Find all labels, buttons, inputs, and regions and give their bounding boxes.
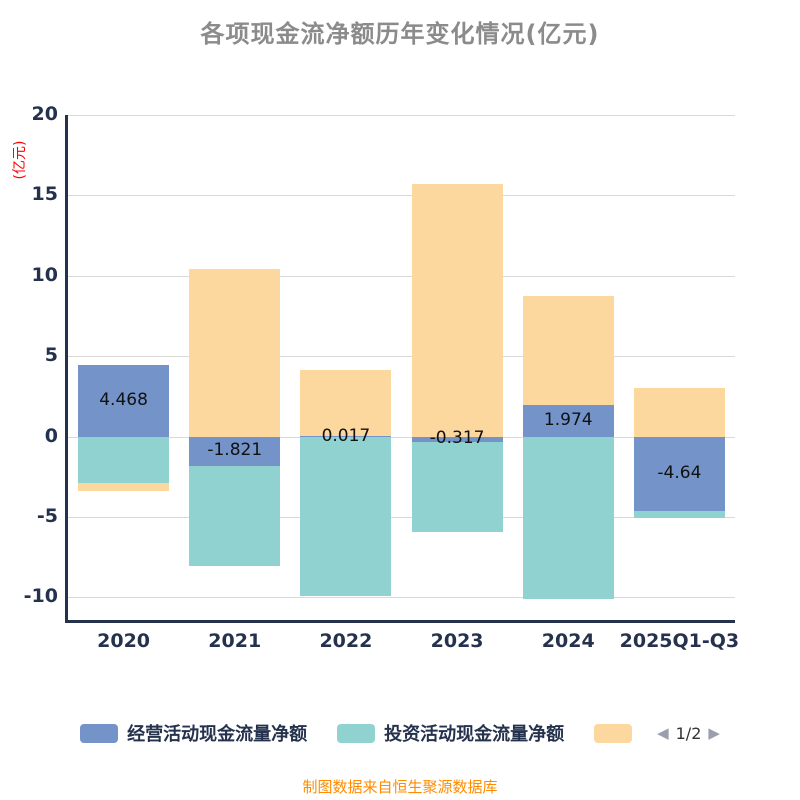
legend-swatch-investing (337, 723, 376, 743)
gridline (68, 356, 735, 358)
y-tick-label: 5 (44, 344, 58, 367)
bar-segment-2024-series2 (522, 295, 614, 405)
y-tick-label: -10 (23, 585, 58, 608)
bar-value-label: -4.64 (657, 462, 702, 483)
y-tick-label: -5 (36, 505, 58, 528)
bar-segment-2023-series2 (411, 184, 503, 437)
y-axis-line (65, 115, 68, 623)
x-tick-label: 2023 (430, 630, 484, 652)
gridline (68, 597, 735, 599)
x-tick-label: 2021 (208, 630, 262, 652)
gridline (68, 195, 735, 197)
legend-swatch-operating (80, 723, 119, 743)
y-tick-label: 20 (31, 103, 58, 125)
bar-value-label: 4.468 (99, 389, 148, 410)
bar-segment-2022-series1 (300, 436, 392, 596)
legend-item-investing[interactable]: 投资活动现金流量净额 (337, 720, 564, 746)
bar-segment-2020-series0 (78, 364, 170, 437)
legend: 经营活动现金流量净额 投资活动现金流量净额 ◀ 1/2 ▶ (0, 720, 800, 746)
legend-swatch-financing (594, 723, 633, 743)
bar-value-label: 0.017 (321, 425, 371, 446)
bar-value-label: 1.974 (543, 409, 593, 430)
bar-segment-2024-series0 (522, 404, 614, 437)
legend-pager: ◀ 1/2 ▶ (657, 724, 720, 743)
gridline (68, 517, 735, 519)
bar-segment-2022-series2 (300, 370, 392, 437)
gridline (68, 436, 735, 438)
gridline (68, 115, 735, 116)
bar-segment-2025Q1-Q3-series0 (633, 436, 725, 512)
bar-segment-2025Q1-Q3-series2 (633, 388, 725, 437)
legend-label-investing: 投资活动现金流量净额 (384, 724, 565, 745)
y-tick-label: 0 (44, 424, 58, 447)
legend-item-operating[interactable]: 经营活动现金流量净额 (80, 720, 307, 746)
bar-segment-2023-series0 (411, 436, 503, 442)
legend-item-financing[interactable] (594, 723, 641, 743)
legend-label-operating: 经营活动现金流量净额 (127, 724, 308, 745)
gridline (68, 275, 735, 277)
y-tick-label: 10 (31, 263, 58, 286)
bar-segment-2020-series1 (78, 436, 170, 484)
bar-segment-2021-series1 (189, 465, 281, 566)
x-tick-label: 2022 (319, 630, 373, 652)
bar-segment-2021-series2 (189, 269, 281, 437)
bar-segment-2024-series1 (522, 436, 614, 600)
x-tick-label: 2025Q1-Q3 (619, 630, 740, 652)
source-caption: 制图数据来自恒生聚源数据库 (302, 778, 498, 796)
bar-value-label: -1.821 (207, 440, 263, 461)
x-tick-label: 2024 (541, 630, 595, 652)
bar-segment-2021-series0 (189, 436, 281, 466)
y-tick-label: 15 (31, 183, 58, 206)
bar-segment-2023-series1 (411, 441, 503, 532)
bar-value-label: -0.317 (429, 428, 485, 449)
bar-segment-2025Q1-Q3-series1 (633, 511, 725, 518)
x-tick-label: 2020 (97, 630, 151, 652)
x-axis-line (65, 620, 735, 623)
legend-prev-icon[interactable]: ◀ (657, 723, 669, 742)
bar-segment-2020-series2 (78, 483, 170, 492)
legend-next-icon[interactable]: ▶ (708, 723, 720, 742)
chart-title: 各项现金流净额历年变化情况(亿元) (200, 20, 600, 48)
legend-page-indicator: 1/2 (675, 723, 702, 743)
